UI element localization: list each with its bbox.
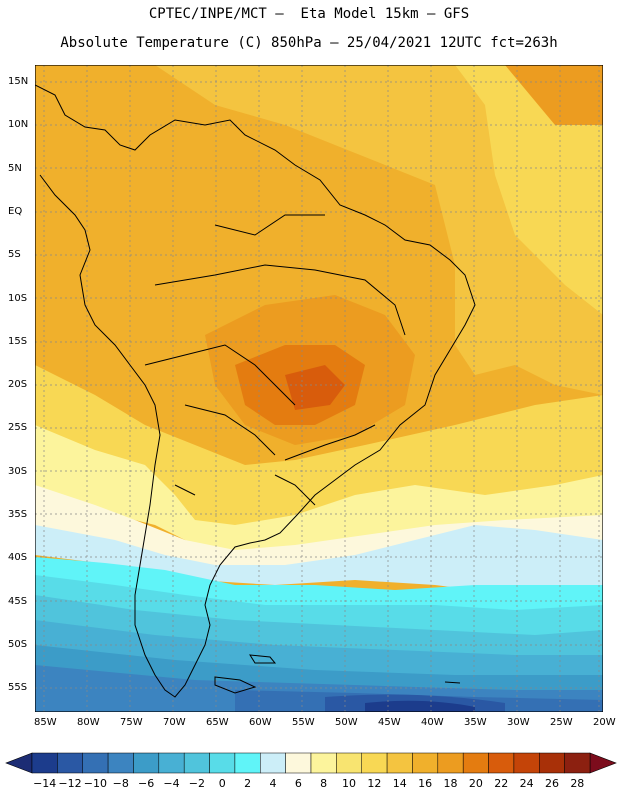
colorbar-swatch (513, 752, 540, 774)
lat-label: EQ (8, 205, 23, 217)
lat-label: 10N (8, 119, 29, 131)
lon-label: 75W (120, 717, 143, 728)
colorbar-label: 8 (320, 777, 327, 790)
colorbar-label: 14 (393, 777, 407, 790)
lon-label: 20W (593, 717, 616, 728)
lat-label: 5N (8, 162, 22, 174)
colorbar-swatch (183, 752, 210, 774)
lon-label: 35W (464, 717, 487, 728)
colorbar-label: −8 (113, 777, 129, 790)
colorbar-label: 16 (418, 777, 432, 790)
lat-label: 10S (8, 292, 28, 304)
lon-label: 40W (421, 717, 444, 728)
colorbar: −14 −12 −10 −8 −6 −4 −2 0 2 4 6 8 10 12 14 16 18 20 22 24 26… (0, 745, 618, 799)
lon-label: 60W (249, 717, 272, 728)
colorbar-label: 18 (444, 777, 458, 790)
colorbar-label: −10 (84, 777, 107, 790)
lat-label: 55S (8, 682, 28, 694)
colorbar-label: −14 (33, 777, 56, 790)
colorbar-label: 6 (295, 777, 302, 790)
field-band-18-ne-corner (505, 65, 603, 125)
colorbar-label: 22 (494, 777, 508, 790)
colorbar-swatch (437, 752, 464, 774)
lon-label: 65W (206, 717, 229, 728)
lon-label: 50W (335, 717, 358, 728)
colorbar-label: 0 (219, 777, 226, 790)
colorbar-label: 26 (545, 777, 559, 790)
colorbar-svg: −14 −12 −10 −8 −6 −4 −2 0 2 4 6 8 10 12 14 16 18 20 22 24 26… (5, 752, 617, 790)
lat-label: 30S (8, 465, 28, 477)
field-band-6 (35, 525, 603, 595)
lat-label: 35S (8, 509, 28, 520)
lat-label: 20S (8, 379, 28, 391)
lat-label: 25S (8, 422, 28, 434)
field-band-minus12 (365, 700, 475, 712)
lon-label: 85W (34, 717, 57, 728)
colorbar-label: 20 (469, 777, 483, 790)
field-band-22 (285, 365, 345, 410)
chart-title-line1: CPTEC/INPE/MCT – Eta Model 15km – GFS (148, 6, 470, 22)
colorbar-label: −2 (189, 777, 205, 790)
lon-label: 55W (292, 717, 315, 728)
colorbar-swatch (57, 752, 83, 774)
colorbar-low-arrow (5, 752, 33, 774)
field-band-12-ne (455, 65, 603, 315)
coastlines (35, 84, 476, 698)
lat-label: 40S (8, 552, 28, 564)
colorbar-swatch (412, 752, 439, 774)
colorbar-swatch (462, 752, 489, 774)
lat-label: 15S (8, 335, 28, 347)
colorbar-swatch (488, 752, 515, 774)
colorbar-swatch (310, 752, 337, 774)
colorbar-swatch (158, 752, 185, 774)
colorbar-label: −6 (138, 777, 154, 790)
colorbar-high-arrow (589, 752, 617, 774)
lon-label: 25W (550, 717, 573, 728)
map-panel (34, 64, 604, 716)
colorbar-label: 24 (520, 777, 534, 790)
colorbar-label: 4 (269, 777, 276, 790)
colorbar-swatch (564, 752, 591, 774)
colorbar-swatch (260, 752, 286, 774)
colorbar-label: 2 (244, 777, 251, 790)
colorbar-swatch (82, 752, 109, 774)
colorbar-swatch (209, 752, 236, 774)
colorbar-label: 10 (342, 777, 356, 790)
field-band-14-ocean (155, 65, 603, 395)
colorbar-label: 28 (570, 777, 584, 790)
lon-label: 45W (378, 717, 401, 728)
temperature-map (34, 64, 604, 713)
lon-label: 70W (163, 717, 186, 728)
lon-label: 30W (507, 717, 530, 728)
colorbar-label: −12 (58, 777, 81, 790)
lat-label: 45S (8, 595, 28, 607)
chart-title-line2: Absolute Temperature (C) 850hPa – 25/04/… (60, 35, 558, 51)
colorbar-swatch (386, 752, 413, 774)
colorbar-swatch (133, 752, 160, 774)
colorbar-label: −4 (163, 777, 179, 790)
colorbar-swatch (107, 752, 134, 774)
colorbar-swatch (285, 752, 312, 774)
colorbar-label: 12 (367, 777, 381, 790)
colorbar-swatch (234, 752, 261, 774)
lat-label: 50S (8, 638, 28, 650)
lat-label: 5S (8, 249, 21, 261)
lat-label: 15N (8, 76, 29, 87)
colorbar-swatch (336, 752, 362, 774)
lon-label: 80W (77, 717, 100, 728)
colorbar-swatch (539, 752, 565, 774)
colorbar-swatch (361, 752, 388, 774)
colorbar-swatch (31, 752, 58, 774)
